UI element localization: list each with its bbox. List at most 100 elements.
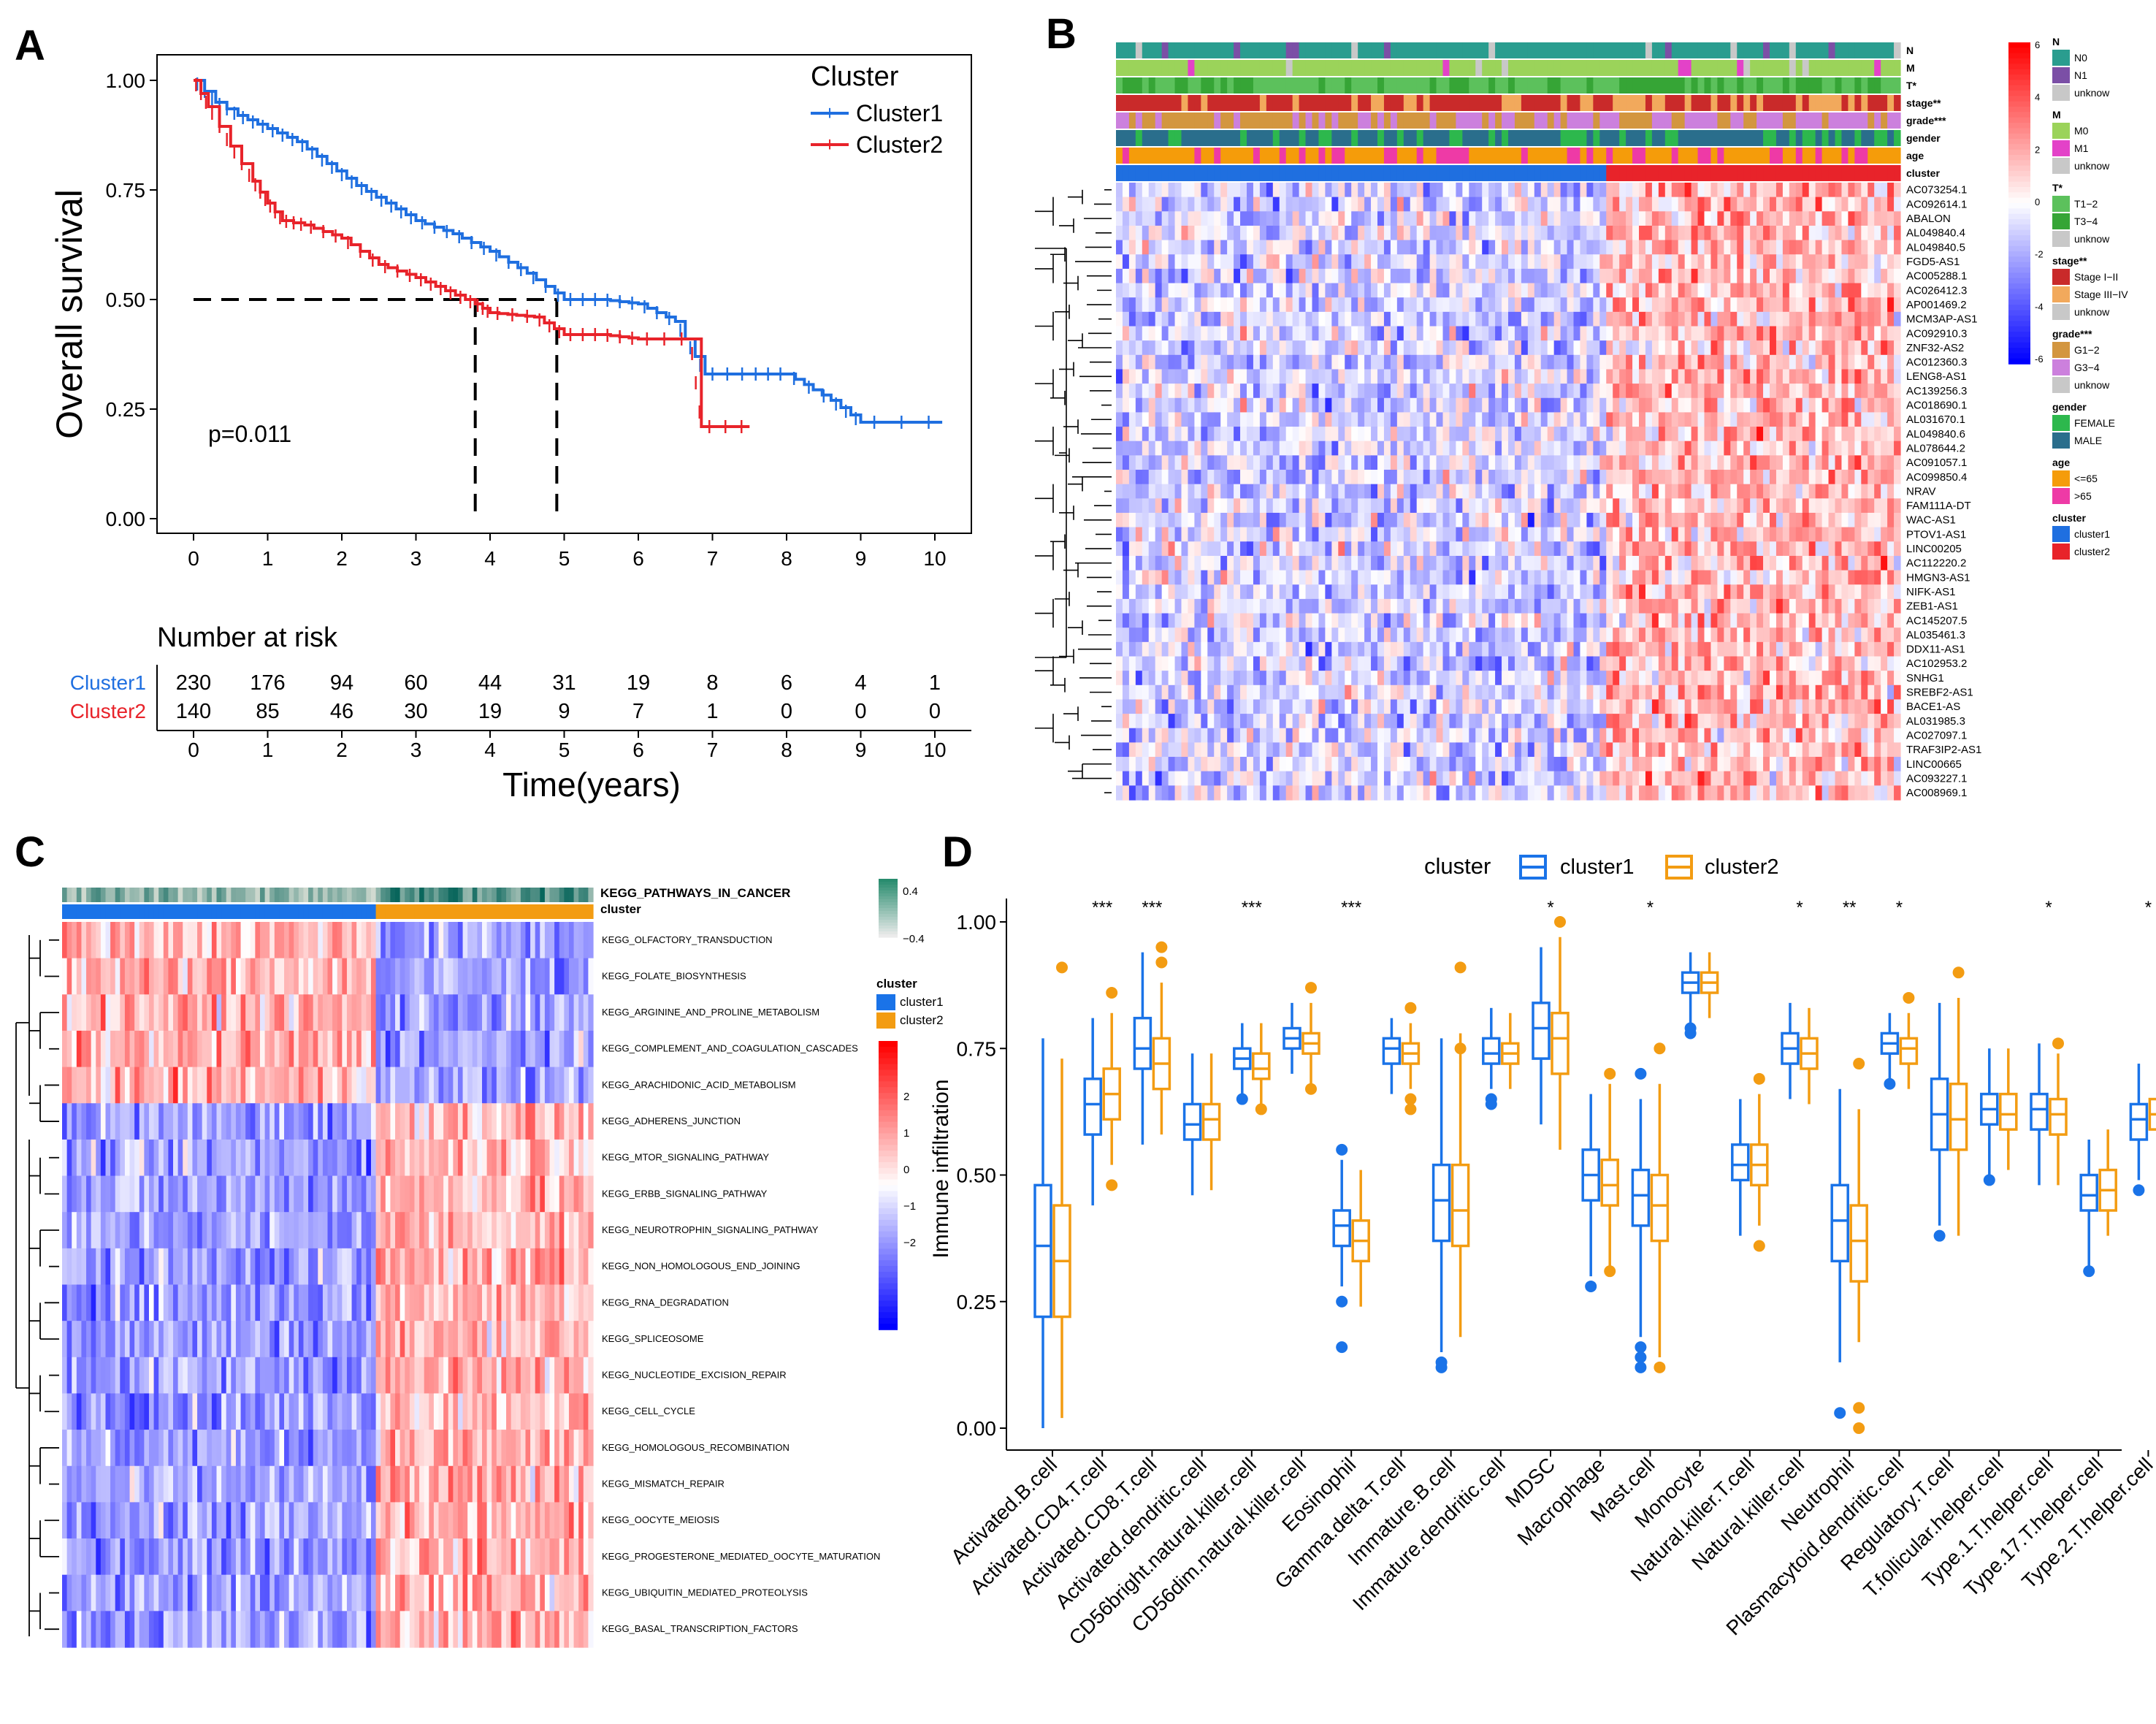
heatmap-cell	[1410, 311, 1418, 327]
heatmap-cell	[1318, 412, 1326, 427]
heatmap-cell	[1155, 211, 1163, 226]
annotation-cell	[1815, 77, 1823, 94]
heatmap-cell	[1724, 512, 1731, 528]
heatmap-cell	[1691, 340, 1699, 356]
heatmap-cell	[1567, 197, 1575, 212]
heatmap-cell	[1423, 498, 1431, 514]
annotation-cell	[1861, 95, 1868, 111]
heatmap-cell	[1750, 598, 1757, 614]
heatmap-cell	[1338, 427, 1345, 442]
heatmap-cell	[1116, 470, 1123, 485]
heatmap-cell	[1795, 598, 1803, 614]
heatmap-cell	[1606, 584, 1613, 600]
annotation-cell	[1292, 77, 1300, 94]
heatmap-cell	[1560, 225, 1568, 241]
annotation-cell	[1802, 112, 1810, 129]
heatmap-cell	[1253, 340, 1261, 356]
heatmap-cell	[1658, 527, 1666, 542]
heatmap-cell	[1364, 268, 1372, 284]
heatmap-cell	[1214, 598, 1221, 614]
heatmap-cell	[1613, 455, 1620, 470]
heatmap-cell	[1704, 412, 1712, 427]
annotation-cell	[1821, 60, 1830, 76]
heatmap-cell	[1188, 183, 1195, 198]
heatmap-cell	[1429, 427, 1437, 442]
heatmap-cell	[1848, 369, 1855, 384]
annotation-cell	[1220, 165, 1228, 181]
heatmap-cell	[1247, 455, 1254, 470]
heatmap-cell	[1645, 183, 1653, 198]
heatmap-cell	[1318, 211, 1326, 226]
heatmap-cell	[1756, 541, 1764, 557]
heatmap-cell	[1148, 440, 1156, 456]
heatmap-cell	[1116, 340, 1123, 356]
heatmap-cell	[1122, 628, 1130, 643]
heatmap-cell	[1651, 225, 1659, 241]
heatmap-cell	[1305, 369, 1313, 384]
annotation-cell	[1292, 42, 1300, 58]
heatmap-cell	[1828, 225, 1836, 241]
heatmap-cell	[1456, 498, 1463, 514]
heatmap-cell	[1312, 613, 1320, 628]
annotation-cell	[1508, 112, 1515, 129]
heatmap-cell	[1704, 541, 1712, 557]
heatmap-cell	[1527, 570, 1535, 585]
annotation-cell	[1416, 77, 1424, 94]
heatmap-cell	[1194, 412, 1201, 427]
heatmap-cell	[1678, 369, 1686, 384]
heatmap-cell	[1678, 397, 1686, 413]
heatmap-cell	[1861, 527, 1868, 542]
annotation-cell	[1887, 112, 1895, 129]
heatmap-cell	[1730, 412, 1738, 427]
heatmap-cell	[1358, 197, 1365, 212]
annotation-cell	[1841, 77, 1849, 94]
annotation-cell	[1122, 60, 1130, 76]
survival-curve-cluster1	[194, 79, 943, 424]
heatmap-cell	[1436, 283, 1444, 298]
heatmap-cell	[1364, 440, 1372, 456]
annotation-cell	[1808, 42, 1816, 58]
heatmap-cell	[1547, 283, 1555, 298]
annotation-cell	[1331, 77, 1339, 94]
heatmap-cell	[1259, 254, 1267, 270]
heatmap-cell	[1828, 598, 1836, 614]
heatmap-cell	[1691, 183, 1699, 198]
heatmap-cell	[1540, 268, 1548, 284]
heatmap-cell	[1881, 369, 1888, 384]
annotation-cell	[1449, 130, 1456, 146]
annotation-cell	[1527, 77, 1535, 94]
annotation-cell	[1573, 42, 1581, 58]
heatmap-cell	[1750, 541, 1757, 557]
heatmap-cell	[1325, 628, 1332, 643]
heatmap-cell	[1462, 598, 1469, 614]
heatmap-cell	[1763, 440, 1770, 456]
annotation-cell	[1606, 130, 1613, 146]
heatmap-cell	[1285, 283, 1293, 298]
heatmap-cell	[1469, 427, 1476, 442]
heatmap-cell	[1456, 297, 1463, 313]
heatmap-cell	[1227, 225, 1234, 241]
heatmap-cell	[1841, 527, 1849, 542]
heatmap-cell	[1848, 384, 1855, 399]
heatmap-cell	[1835, 211, 1843, 226]
heatmap-cell	[1488, 498, 1496, 514]
heatmap-cell	[1416, 297, 1424, 313]
annotation-cell	[1527, 148, 1535, 164]
heatmap-cell	[1456, 613, 1463, 628]
annotation-cell	[1364, 95, 1372, 111]
heatmap-cell	[1808, 397, 1816, 413]
heatmap-cell	[1220, 397, 1228, 413]
heatmap-cell	[1122, 613, 1130, 628]
heatmap-cell	[1305, 484, 1313, 499]
heatmap-cell	[1664, 211, 1673, 226]
heatmap-cell	[1775, 598, 1784, 614]
heatmap-cell	[1155, 527, 1163, 542]
heatmap-cell	[1495, 254, 1502, 270]
heatmap-cell	[1318, 268, 1326, 284]
heatmap-cell	[1358, 283, 1365, 298]
heatmap-cell	[1710, 412, 1718, 427]
heatmap-cell	[1161, 197, 1169, 212]
heatmap-cell	[1750, 397, 1757, 413]
heatmap-cell	[1142, 584, 1150, 600]
heatmap-cell	[1697, 498, 1705, 514]
